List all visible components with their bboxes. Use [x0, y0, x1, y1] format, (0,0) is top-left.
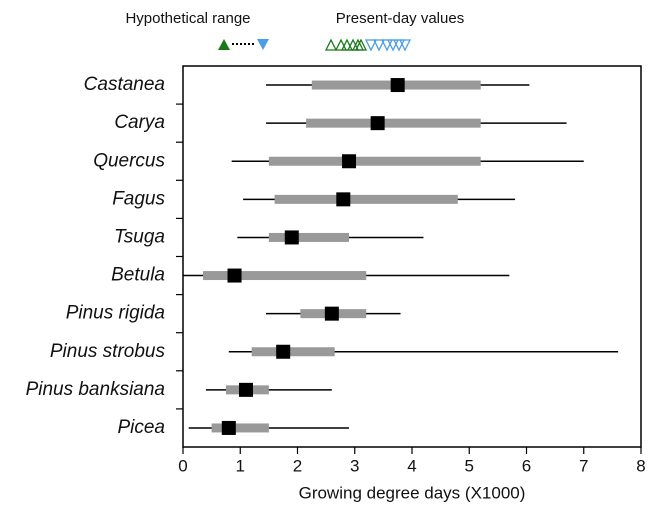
median-marker [342, 154, 357, 169]
median-marker [336, 192, 351, 207]
x-tick-label: 1 [236, 456, 245, 475]
range-box [274, 194, 458, 204]
legend-label: Hypothetical range [125, 10, 250, 27]
y-tick-label: Carya [114, 112, 165, 133]
median-marker [227, 268, 242, 283]
range-box [203, 271, 367, 281]
median-marker [221, 420, 236, 435]
y-tick-label: Pinus rigida [66, 303, 165, 324]
range-box [268, 232, 350, 242]
y-tick-label: Pinus banksiana [26, 379, 165, 400]
range-box [211, 423, 269, 433]
range-box [306, 118, 481, 128]
x-tick-label: 4 [407, 456, 416, 475]
median-marker [370, 116, 385, 131]
y-tick-label: Pinus strobus [50, 341, 166, 362]
x-tick-label: 6 [522, 456, 531, 475]
median-marker [238, 382, 253, 397]
median-marker [324, 306, 339, 321]
x-tick-label: 8 [636, 456, 645, 475]
legend-label: Present-day values [336, 10, 464, 27]
x-tick-label: 2 [293, 456, 302, 475]
range-box [268, 156, 481, 166]
median-marker [284, 230, 299, 245]
x-axis-title: Growing degree days (X1000) [299, 483, 526, 502]
y-tick-label: Betula [111, 265, 165, 286]
x-tick-label: 3 [350, 456, 359, 475]
median-marker [276, 344, 291, 359]
legend-icon-range [218, 39, 269, 50]
median-marker [390, 78, 405, 93]
x-tick-label: 5 [465, 456, 474, 475]
x-tick-label: 7 [579, 456, 588, 475]
y-tick-label: Quercus [93, 150, 165, 171]
x-tick-label: 0 [178, 456, 187, 475]
legend-icon-present [324, 38, 412, 52]
y-tick-label: Picea [117, 417, 165, 438]
y-tick-label: Castanea [84, 74, 165, 95]
range-box [251, 347, 335, 357]
y-tick-label: Fagus [112, 188, 165, 209]
y-tick-label: Tsuga [114, 226, 165, 247]
